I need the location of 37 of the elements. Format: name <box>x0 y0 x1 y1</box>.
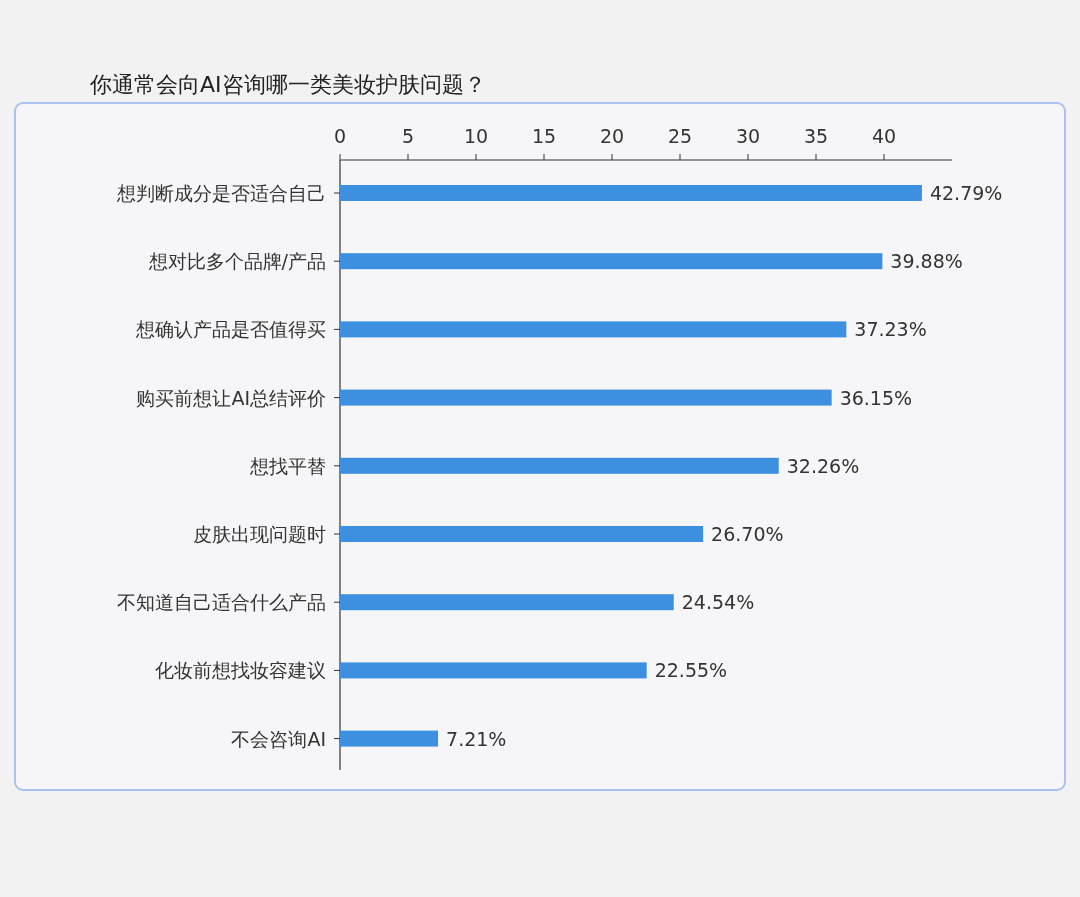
x-tick-label: 10 <box>463 125 489 147</box>
data-label: 26.70% <box>711 523 784 545</box>
y-tick-label: 想判断成分是否适合自己 <box>116 182 326 204</box>
bar <box>340 662 647 679</box>
data-label: 37.23% <box>854 318 927 341</box>
bar <box>340 457 779 474</box>
data-label: 39.88% <box>890 250 963 273</box>
bar <box>340 730 439 747</box>
y-tick-label: 想对比多个品牌/产品 <box>147 250 326 273</box>
data-label: 36.15% <box>839 386 913 409</box>
bar <box>340 253 883 270</box>
y-tick-label: 皮肤出现问题时 <box>193 523 326 545</box>
x-tick-label: 5 <box>401 125 415 147</box>
bar <box>340 185 922 201</box>
data-label: 32.26% <box>786 454 860 477</box>
y-tick-label: 不会咨询AI <box>231 727 326 750</box>
y-tick-label: 想找平替 <box>249 454 326 477</box>
chart-title: 你通常会向AI咨询哪一类美妆护肤问题？ <box>89 72 486 97</box>
x-tick-label: 15 <box>531 125 557 147</box>
x-tick-label: 40 <box>871 125 897 147</box>
data-label: 42.79% <box>929 182 1003 204</box>
x-tick-label: 25 <box>667 125 693 147</box>
data-label: 24.54% <box>681 591 755 614</box>
x-tick-label: 20 <box>599 125 625 147</box>
y-tick-label: 化妆前想找妆容建议 <box>155 659 326 682</box>
bar <box>340 321 847 338</box>
x-tick-label: 0 <box>333 125 347 147</box>
bar <box>340 526 704 542</box>
data-label: 22.55% <box>654 659 728 682</box>
data-label: 7.21% <box>446 727 507 750</box>
bar <box>340 594 674 611</box>
y-tick-label: 想确认产品是否值得买 <box>135 318 326 341</box>
x-tick-label: 35 <box>803 125 829 147</box>
y-tick-label: 不知道自己适合什么产品 <box>117 591 326 614</box>
bar <box>340 389 832 406</box>
y-tick-label: 购买前想让AI总结评价 <box>136 386 326 409</box>
x-tick-label: 30 <box>735 125 761 147</box>
